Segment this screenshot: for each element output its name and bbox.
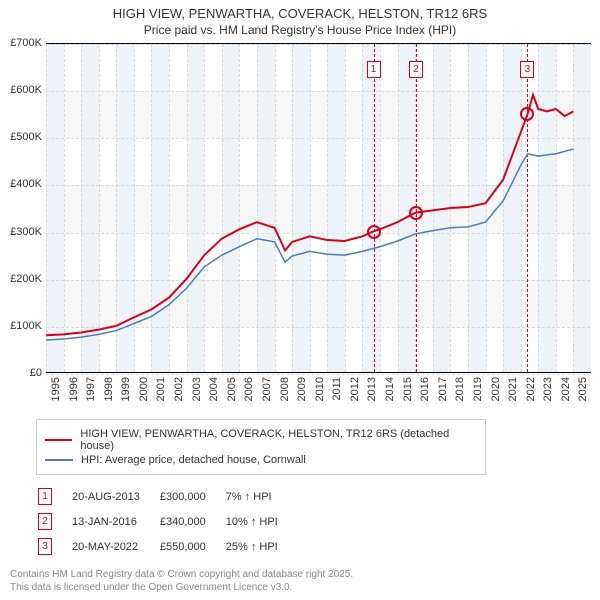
- legend: HIGH VIEW, PENWARTHA, COVERACK, HELSTON,…: [36, 419, 486, 475]
- event-date: 20-MAY-2022: [72, 535, 158, 558]
- x-tick-label: 2015: [402, 377, 414, 401]
- y-tick-label: £200K: [6, 273, 42, 285]
- event-price: £550,000: [160, 535, 224, 558]
- footer-line1: Contains HM Land Registry data © Crown c…: [10, 568, 594, 581]
- y-tick-label: £0: [6, 367, 42, 379]
- x-tick-label: 2010: [314, 377, 326, 401]
- x-tick-label: 2018: [454, 377, 466, 401]
- events-table: 1 20-AUG-2013£300,0007% ↑ HPI 2 13-JAN-2016…: [36, 483, 298, 560]
- x-tick-label: 2017: [437, 377, 449, 401]
- x-tick-label: 2011: [331, 377, 343, 401]
- attribution: Contains HM Land Registry data © Crown c…: [10, 568, 594, 594]
- table-row: 1 20-AUG-2013£300,0007% ↑ HPI: [38, 485, 296, 508]
- event-badge: 3: [520, 61, 534, 78]
- event-badge: 2: [409, 61, 423, 78]
- x-tick-label: 1996: [68, 377, 80, 401]
- x-tick-label: 2006: [243, 377, 255, 401]
- event-pct: 25% ↑ HPI: [226, 535, 296, 558]
- legend-row: HIGH VIEW, PENWARTHA, COVERACK, HELSTON,…: [45, 428, 477, 452]
- x-tick-label: 2002: [173, 377, 185, 401]
- legend-swatch: [45, 459, 73, 461]
- x-tick-label: 1995: [50, 377, 62, 401]
- x-tick-label: 1999: [120, 377, 132, 401]
- x-tick-label: 2016: [419, 377, 431, 401]
- y-tick-label: £400K: [6, 178, 42, 190]
- x-tick-label: 2025: [577, 377, 589, 401]
- x-tick-label: 2020: [490, 377, 502, 401]
- x-tick-label: 2008: [279, 377, 291, 401]
- x-tick-label: 2009: [296, 377, 308, 401]
- x-tick-label: 2022: [525, 377, 537, 401]
- series-lines: [46, 43, 591, 373]
- x-tick-label: 2013: [366, 377, 378, 401]
- chart-title-line2: Price paid vs. HM Land Registry's House …: [6, 23, 594, 37]
- event-badge-cell: 2: [38, 513, 52, 530]
- x-tick-label: 1998: [103, 377, 115, 401]
- x-tick-label: 1997: [85, 377, 97, 401]
- x-tick-label: 2023: [542, 377, 554, 401]
- event-price: £300,000: [160, 485, 224, 508]
- event-pct: 7% ↑ HPI: [226, 485, 296, 508]
- legend-label: HIGH VIEW, PENWARTHA, COVERACK, HELSTON,…: [80, 428, 477, 452]
- series-line: [46, 149, 573, 340]
- table-row: 3 20-MAY-2022£550,00025% ↑ HPI: [38, 535, 296, 558]
- x-tick-label: 2004: [208, 377, 220, 401]
- event-date: 13-JAN-2016: [72, 510, 158, 533]
- x-tick-label: 2005: [226, 377, 238, 401]
- event-marker: [520, 107, 534, 121]
- x-tick-label: 2024: [560, 377, 572, 401]
- event-price: £340,000: [160, 510, 224, 533]
- legend-label: HPI: Average price, detached house, Corn…: [81, 454, 306, 466]
- legend-row: HPI: Average price, detached house, Corn…: [45, 454, 477, 466]
- x-tick-label: 2021: [507, 377, 519, 401]
- x-tick-label: 2019: [472, 377, 484, 401]
- x-tick-label: 2014: [384, 377, 396, 401]
- chart-title-line1: HIGH VIEW, PENWARTHA, COVERACK, HELSTON,…: [6, 6, 594, 21]
- event-marker: [409, 206, 423, 220]
- y-tick-label: £100K: [6, 320, 42, 332]
- y-tick-label: £500K: [6, 131, 42, 143]
- gridline-h: [46, 374, 590, 375]
- event-pct: 10% ↑ HPI: [226, 510, 296, 533]
- event-badge-cell: 1: [38, 488, 52, 505]
- event-marker: [367, 225, 381, 239]
- table-row: 2 13-JAN-2016£340,00010% ↑ HPI: [38, 510, 296, 533]
- legend-swatch: [45, 439, 72, 441]
- x-tick-label: 2000: [138, 377, 150, 401]
- x-tick-label: 2003: [191, 377, 203, 401]
- event-date: 20-AUG-2013: [72, 485, 158, 508]
- x-tick-label: 2007: [261, 377, 273, 401]
- price-chart: £0£100K£200K£300K£400K£500K£600K£700K199…: [6, 43, 591, 413]
- y-tick-label: £600K: [6, 84, 42, 96]
- x-tick-label: 2001: [155, 377, 167, 401]
- x-tick-label: 2012: [349, 377, 361, 401]
- footer-line2: This data is licensed under the Open Gov…: [10, 581, 594, 594]
- event-badge-cell: 3: [38, 538, 52, 555]
- y-tick-label: £700K: [6, 37, 42, 49]
- y-tick-label: £300K: [6, 226, 42, 238]
- series-line: [46, 95, 573, 335]
- event-badge: 1: [367, 61, 381, 78]
